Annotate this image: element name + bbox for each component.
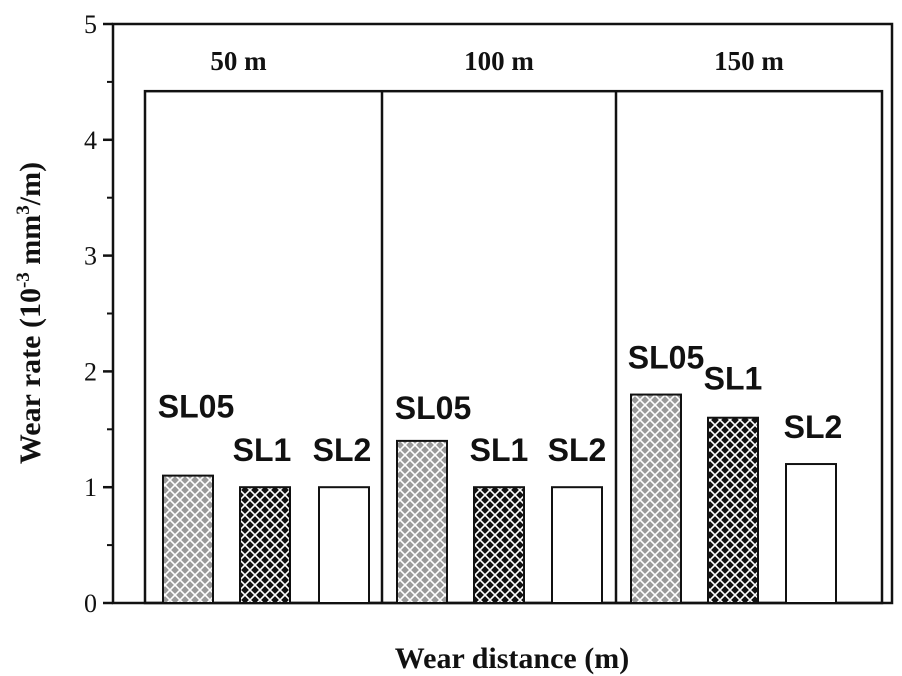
bar-label-50m-sl1: SL1 xyxy=(233,432,292,468)
y-axis-title: Wear rate (10-3 mm3/m) xyxy=(13,162,47,464)
group-labels: 50 m 100 m 150 m xyxy=(210,46,784,76)
bar-100m-sl05 xyxy=(396,439,448,604)
bar-label-150m-sl05: SL05 xyxy=(628,340,704,376)
x-axis-title: Wear distance (m) xyxy=(395,642,629,675)
bar-label-100m-sl2: SL2 xyxy=(548,432,607,468)
bar-150m-sl1 xyxy=(707,416,759,604)
bar-label-100m-sl1: SL1 xyxy=(470,432,529,468)
bar-label-100m-sl05: SL05 xyxy=(395,390,471,426)
bar-50m-sl05 xyxy=(162,474,214,604)
y-tick-label-0: 0 xyxy=(84,589,97,618)
bar-150m-sl2 xyxy=(785,463,837,605)
y-axis: 0 1 2 3 4 5 xyxy=(84,10,113,618)
y-axis-title-exponent2: 3 xyxy=(13,205,34,215)
bar-label-50m-sl05: SL05 xyxy=(158,389,234,425)
bar-50m-sl1 xyxy=(239,486,291,605)
bar-50m-sl2 xyxy=(318,486,370,605)
bar-label-150m-sl1: SL1 xyxy=(704,361,763,397)
group-label-0: 50 m xyxy=(210,46,267,76)
y-tick-label-4: 4 xyxy=(84,126,97,155)
y-tick-label-1: 1 xyxy=(84,473,97,502)
group-label-1: 100 m xyxy=(464,46,534,76)
y-axis-title-prefix: Wear rate (10 xyxy=(14,288,47,464)
y-tick-label-5: 5 xyxy=(84,10,97,39)
y-tick-label-3: 3 xyxy=(84,242,97,271)
bar-100m-sl1 xyxy=(473,486,525,605)
bar-label-150m-sl2: SL2 xyxy=(784,409,843,445)
bars xyxy=(162,393,837,605)
y-axis-title-exponent1: -3 xyxy=(13,272,34,288)
group-label-2: 150 m xyxy=(714,46,784,76)
bar-150m-sl05 xyxy=(630,393,682,604)
bar-100m-sl2 xyxy=(551,486,603,605)
y-axis-title-suffix: /m) xyxy=(14,162,47,206)
y-axis-title-middle: mm xyxy=(14,215,47,272)
y-tick-label-2: 2 xyxy=(84,357,97,386)
bar-label-50m-sl2: SL2 xyxy=(313,432,372,468)
